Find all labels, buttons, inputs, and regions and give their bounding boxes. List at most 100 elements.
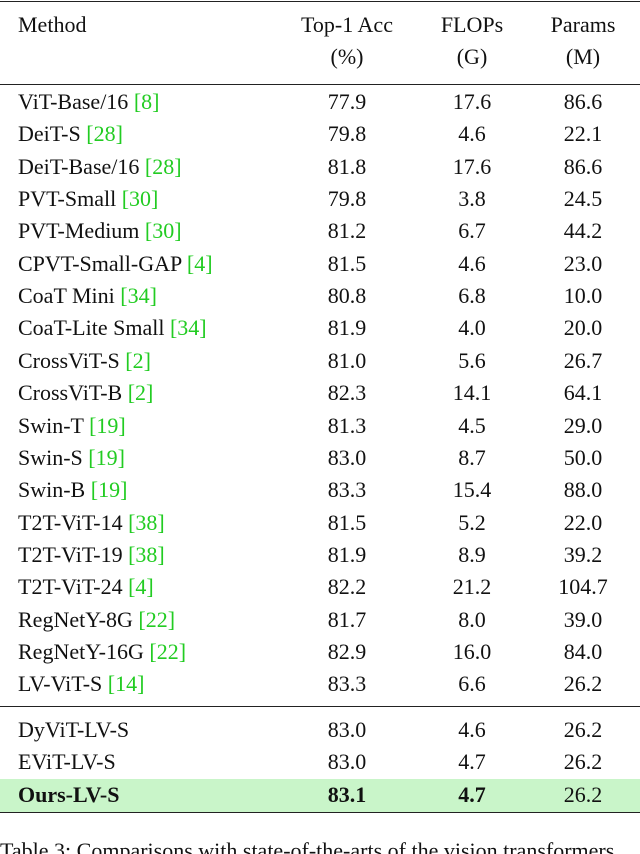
value-cell: 39.2 xyxy=(563,541,603,567)
citation[interactable]: [34] xyxy=(169,315,207,341)
value-cell: 6.7 xyxy=(458,218,486,244)
value-cell: 80.8 xyxy=(327,283,367,309)
citation[interactable]: [22] xyxy=(149,638,187,664)
value-cell: 3.8 xyxy=(458,186,486,212)
value-cell: 82.2 xyxy=(327,574,367,600)
group-rule xyxy=(0,706,640,707)
method-name: CoaT Mini xyxy=(18,283,115,309)
value-cell: 79.8 xyxy=(327,186,367,212)
header-cell: Top-1 Acc xyxy=(301,12,393,37)
value-cell: 10.0 xyxy=(563,283,603,309)
method-name: CrossViT-S xyxy=(18,347,120,373)
bottom-rule xyxy=(0,812,640,813)
value-cell: 4.7 xyxy=(458,781,486,807)
value-cell: 26.2 xyxy=(563,717,603,742)
value-cell: 8.9 xyxy=(458,541,486,567)
value-cell: 86.6 xyxy=(563,153,603,179)
citation[interactable]: [14] xyxy=(107,671,145,697)
value-cell: 26.7 xyxy=(563,347,603,373)
value-cell: 83.1 xyxy=(327,781,367,807)
highlight-band xyxy=(0,778,640,812)
method-cell: LV-ViT-S [14] xyxy=(18,671,144,697)
value-cell: 17.6 xyxy=(452,153,492,179)
value-cell: 8.0 xyxy=(458,606,486,632)
method-name: T2T-ViT-19 xyxy=(18,541,123,567)
citation[interactable]: [28] xyxy=(144,153,182,179)
caption: Table 3: Comparisons with state-of-the-a… xyxy=(0,838,615,854)
value-cell: 79.8 xyxy=(327,121,367,147)
value-cell: 39.0 xyxy=(563,606,603,632)
citation[interactable]: [34] xyxy=(120,283,157,309)
value-cell: 44.2 xyxy=(563,218,603,244)
value-cell: 4.7 xyxy=(458,749,486,775)
value-cell: 16.0 xyxy=(452,638,492,664)
header-cell: (M) xyxy=(565,44,601,69)
value-cell: 81.8 xyxy=(327,153,367,179)
header-cell: (G) xyxy=(456,44,488,69)
citation[interactable]: [2] xyxy=(125,347,151,373)
value-cell: 17.6 xyxy=(452,89,492,114)
citation[interactable]: [4] xyxy=(186,250,213,276)
method-name: ViT-Base/16 xyxy=(18,89,129,114)
value-cell: 29.0 xyxy=(563,412,603,438)
value-cell: 81.3 xyxy=(327,412,367,438)
method-name: DeiT-Base/16 xyxy=(18,153,140,179)
value-cell: 88.0 xyxy=(563,477,603,503)
method-name: Ours-LV-S xyxy=(18,781,120,807)
value-cell: 15.4 xyxy=(452,477,492,503)
value-cell: 50.0 xyxy=(563,444,603,470)
citation[interactable]: [38] xyxy=(128,509,165,535)
value-cell: 86.6 xyxy=(563,89,603,114)
citation[interactable]: [22] xyxy=(138,606,176,632)
method-name: T2T-ViT-14 xyxy=(18,509,123,535)
method-cell: Swin-S [19] xyxy=(18,445,125,471)
method-cell: PVT-Medium [30] xyxy=(18,218,182,244)
value-cell: 26.2 xyxy=(563,671,603,697)
method-name: Swin-S xyxy=(18,444,83,470)
value-cell: 22.0 xyxy=(563,509,603,535)
citation[interactable]: [38] xyxy=(128,541,165,567)
value-cell: 81.7 xyxy=(327,606,367,632)
citation[interactable]: [19] xyxy=(90,477,128,503)
citation[interactable]: [19] xyxy=(88,444,125,470)
method-cell: T2T-ViT-14 [38] xyxy=(18,510,165,536)
header-cell: Params xyxy=(550,12,616,37)
value-cell: 83.3 xyxy=(327,671,367,697)
citation[interactable]: [2] xyxy=(127,380,154,406)
method-name: CPVT-Small-GAP xyxy=(18,250,182,276)
method-name: Swin-T xyxy=(18,412,84,438)
value-cell: 6.8 xyxy=(458,283,486,309)
method-cell: Ours-LV-S xyxy=(18,782,119,808)
value-cell: 6.6 xyxy=(458,671,486,697)
method-cell: Swin-B [19] xyxy=(18,477,127,503)
method-cell: T2T-ViT-19 [38] xyxy=(18,542,165,568)
method-cell: DeiT-S [28] xyxy=(18,121,123,147)
value-cell: 83.0 xyxy=(327,444,367,470)
header-rule xyxy=(0,84,640,85)
method-cell: T2T-ViT-24 [4] xyxy=(18,574,154,600)
method-cell: PVT-Small [30] xyxy=(18,186,158,212)
method-cell: DeiT-Base/16 [28] xyxy=(18,154,182,180)
top-rule xyxy=(0,1,640,2)
value-cell: 64.1 xyxy=(563,380,603,406)
method-name: PVT-Small xyxy=(18,186,117,212)
citation[interactable]: [28] xyxy=(86,121,123,147)
value-cell: 4.0 xyxy=(458,315,486,341)
value-cell: 21.2 xyxy=(452,574,492,600)
method-cell: CPVT-Small-GAP [4] xyxy=(18,251,213,277)
citation[interactable]: [30] xyxy=(144,218,182,244)
method-name: T2T-ViT-24 xyxy=(18,574,123,600)
value-cell: 81.5 xyxy=(327,509,367,535)
citation[interactable]: [30] xyxy=(121,186,159,212)
value-cell: 81.9 xyxy=(327,541,367,567)
value-cell: 83.0 xyxy=(327,749,367,775)
citation[interactable]: [19] xyxy=(89,412,126,438)
value-cell: 4.6 xyxy=(458,121,486,147)
method-cell: Swin-T [19] xyxy=(18,413,126,439)
header-cell: FLOPs xyxy=(440,12,504,37)
citation[interactable]: [4] xyxy=(128,574,154,600)
method-name: DeiT-S xyxy=(18,121,81,147)
method-cell: CrossViT-B [2] xyxy=(18,380,153,406)
citation[interactable]: [8] xyxy=(133,89,160,114)
value-cell: 20.0 xyxy=(563,315,603,341)
